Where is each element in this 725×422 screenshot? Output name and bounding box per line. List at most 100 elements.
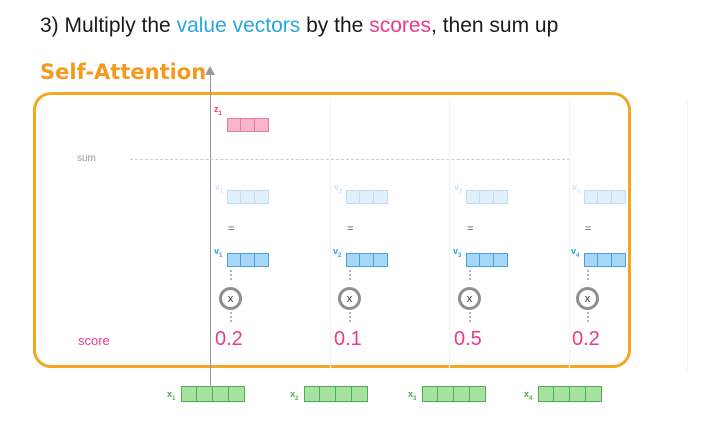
vector-cell <box>374 190 388 204</box>
score-value: 0.2 <box>215 328 243 350</box>
vector-cell <box>612 190 626 204</box>
column-guide-line <box>687 100 688 370</box>
page-title: 3) Multiply the value vectors by the sco… <box>40 14 559 37</box>
vector-cell <box>612 253 626 267</box>
vector-cell <box>255 253 269 267</box>
input-x-label: x1 <box>167 389 176 402</box>
vector-cell <box>360 190 374 204</box>
z1-vector <box>227 118 269 132</box>
vector-cell <box>304 386 320 402</box>
vector-cell <box>438 386 454 402</box>
value-vector-label: v3 <box>453 246 462 259</box>
vector-cell <box>346 190 360 204</box>
sum-dashed-line <box>130 159 570 160</box>
vector-cell <box>598 190 612 204</box>
multiply-circle-icon: x <box>458 287 481 310</box>
weighted-v-label: v1 <box>215 182 224 195</box>
input-x-vector <box>422 386 486 402</box>
title-scores: scores <box>369 14 432 37</box>
sum-label: sum <box>77 153 96 164</box>
vector-cell <box>480 253 494 267</box>
weighted-value-vector <box>227 190 269 204</box>
vector-cell <box>584 190 598 204</box>
vector-cell <box>586 386 602 402</box>
value-vector <box>584 253 626 267</box>
vector-cell <box>197 386 213 402</box>
vector-cell <box>466 253 480 267</box>
vector-cell <box>422 386 438 402</box>
connector-dotted <box>230 270 234 280</box>
z1-label: z1 <box>214 104 222 117</box>
vector-cell <box>346 253 360 267</box>
vector-cell <box>352 386 368 402</box>
value-vector-label: v2 <box>333 246 342 259</box>
equals-sign: = <box>228 223 235 235</box>
score-value: 0.5 <box>454 328 482 350</box>
score-value: 0.1 <box>334 328 362 350</box>
vector-cell <box>320 386 336 402</box>
value-vector-label: v4 <box>571 246 580 259</box>
input-x-vector <box>181 386 245 402</box>
input-x-label: x4 <box>524 389 533 402</box>
vector-cell <box>336 386 352 402</box>
vector-cell <box>227 118 241 132</box>
vector-cell <box>255 190 269 204</box>
vector-cell <box>570 386 586 402</box>
value-vector <box>346 253 388 267</box>
multiply-circle-icon: x <box>219 287 242 310</box>
weighted-v-label: v4 <box>572 182 581 195</box>
self-attention-box <box>33 92 631 368</box>
vector-cell <box>227 253 241 267</box>
connector-dotted <box>349 312 353 322</box>
self-attention-label: Self-Attention <box>40 60 207 84</box>
value-vector-label: v1 <box>214 246 223 259</box>
equals-sign: = <box>585 223 592 235</box>
vector-cell <box>360 253 374 267</box>
connector-dotted <box>349 270 353 280</box>
vector-cell <box>480 190 494 204</box>
weighted-value-vector <box>584 190 626 204</box>
connector-dotted <box>230 312 234 322</box>
vertical-axis-line <box>210 70 211 390</box>
input-x-vector <box>538 386 602 402</box>
input-x-vector <box>304 386 368 402</box>
vector-cell <box>241 118 255 132</box>
vector-cell <box>554 386 570 402</box>
vector-cell <box>584 253 598 267</box>
connector-dotted <box>469 312 473 322</box>
column-guide-line <box>330 100 331 370</box>
equals-sign: = <box>467 223 474 235</box>
connector-dotted <box>587 312 591 322</box>
input-x-label: x3 <box>408 389 417 402</box>
vector-cell <box>470 386 486 402</box>
column-guide-line <box>569 100 570 370</box>
multiply-circle-icon: x <box>338 287 361 310</box>
vector-cell <box>466 190 480 204</box>
multiply-circle-icon: x <box>576 287 599 310</box>
weighted-value-vector <box>346 190 388 204</box>
weighted-v-label: v3 <box>454 182 463 195</box>
vector-cell <box>374 253 388 267</box>
column-guide-line <box>449 100 450 370</box>
vector-cell <box>227 190 241 204</box>
weighted-value-vector <box>466 190 508 204</box>
score-label: score <box>78 333 110 348</box>
vector-cell <box>241 190 255 204</box>
vector-cell <box>494 190 508 204</box>
vector-cell <box>181 386 197 402</box>
vector-cell <box>494 253 508 267</box>
vector-cell <box>454 386 470 402</box>
vector-cell <box>229 386 245 402</box>
vector-cell <box>241 253 255 267</box>
title-value-vectors: value vectors <box>176 14 301 37</box>
value-vector <box>227 253 269 267</box>
connector-dotted <box>587 270 591 280</box>
connector-dotted <box>469 270 473 280</box>
score-value: 0.2 <box>572 328 600 350</box>
weighted-v-label: v2 <box>334 182 343 195</box>
axis-arrow-icon <box>205 66 215 75</box>
equals-sign: = <box>347 223 354 235</box>
value-vector <box>466 253 508 267</box>
vector-cell <box>538 386 554 402</box>
vector-cell <box>255 118 269 132</box>
